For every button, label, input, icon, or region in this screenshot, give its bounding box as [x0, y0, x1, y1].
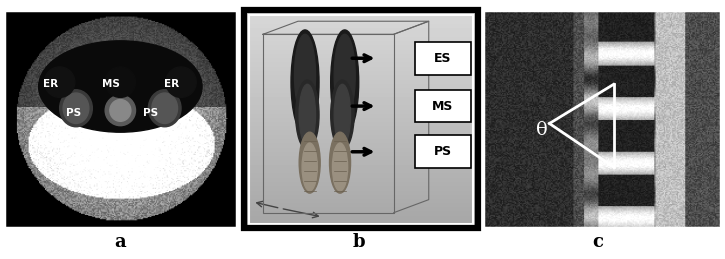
Ellipse shape	[105, 95, 136, 126]
Text: c: c	[592, 233, 604, 251]
Text: ER: ER	[164, 79, 179, 89]
FancyBboxPatch shape	[415, 42, 471, 75]
Text: ES: ES	[434, 52, 452, 65]
Ellipse shape	[59, 90, 92, 127]
Text: θ: θ	[536, 121, 548, 139]
Ellipse shape	[63, 93, 89, 124]
Ellipse shape	[299, 84, 315, 145]
Text: b: b	[352, 233, 365, 251]
Ellipse shape	[44, 67, 75, 97]
Text: PS: PS	[143, 107, 158, 118]
Ellipse shape	[38, 41, 202, 132]
Ellipse shape	[149, 90, 181, 127]
Ellipse shape	[302, 143, 318, 191]
Bar	[263, 34, 394, 213]
Ellipse shape	[296, 80, 319, 150]
Text: MS: MS	[102, 79, 120, 89]
Ellipse shape	[334, 34, 355, 117]
Ellipse shape	[115, 76, 126, 93]
Ellipse shape	[299, 132, 320, 193]
Ellipse shape	[331, 30, 359, 134]
Ellipse shape	[291, 30, 319, 134]
Ellipse shape	[331, 80, 354, 150]
Ellipse shape	[166, 67, 196, 97]
Text: ER: ER	[43, 79, 58, 89]
Text: PS: PS	[434, 145, 452, 158]
Text: MS: MS	[432, 100, 453, 113]
Ellipse shape	[294, 34, 315, 117]
Text: PS: PS	[66, 107, 81, 118]
FancyBboxPatch shape	[415, 135, 471, 168]
Ellipse shape	[110, 99, 130, 121]
Ellipse shape	[333, 143, 347, 191]
Ellipse shape	[105, 67, 136, 97]
Text: a: a	[114, 233, 125, 251]
Ellipse shape	[152, 93, 178, 124]
Ellipse shape	[330, 132, 351, 193]
FancyBboxPatch shape	[415, 90, 471, 123]
Ellipse shape	[334, 84, 351, 145]
